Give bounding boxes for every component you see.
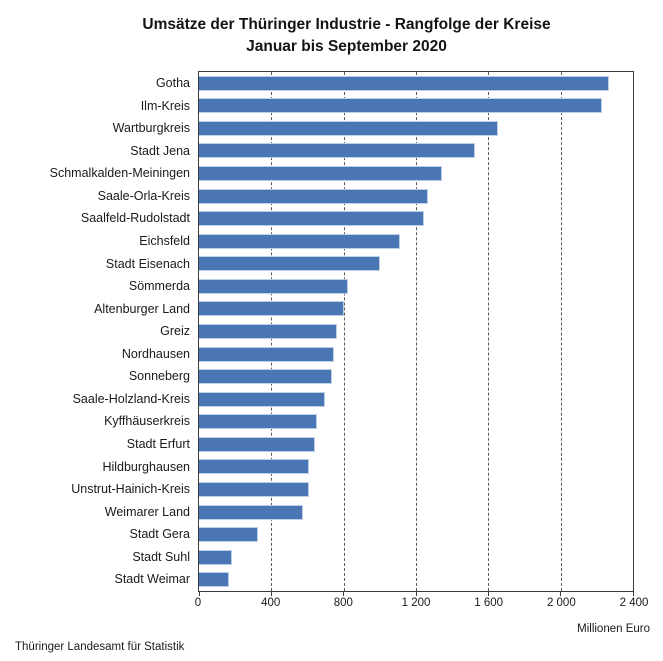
chart-title: Umsätze der Thüringer Industrie - Rangfo… — [142, 16, 551, 33]
category-label: Ilm-Kreis — [140, 98, 190, 113]
category-label: Nordhausen — [121, 346, 190, 361]
x-tick-label: 2 400 — [619, 597, 649, 609]
gridline — [416, 72, 417, 591]
bar-weimarer-land — [199, 504, 304, 520]
chart-title-block: Umsätze der Thüringer Industrie - Rangfo… — [32, 14, 661, 58]
category-label: Eichsfeld — [139, 233, 190, 248]
bar-greiz — [199, 324, 337, 339]
category-label: Greiz — [160, 324, 190, 339]
bar-wartburgkreis — [199, 120, 499, 136]
chart-subtitle: Januar bis September 2020 — [246, 38, 447, 55]
category-label: Altenburger Land — [94, 301, 190, 316]
x-axis-tick-labels: 0 400 800 1 200 1 600 2 000 2 400 — [194, 597, 649, 613]
category-label: Saale-Orla-Kreis — [97, 188, 190, 203]
category-label: Saale-Holzland-Kreis — [72, 391, 190, 406]
bar-gotha — [199, 75, 609, 91]
category-label: Stadt Gera — [129, 527, 190, 542]
gridline — [560, 72, 562, 591]
x-tick-label: 1 200 — [401, 597, 431, 609]
bar-unstrut-hainich-kreis — [199, 481, 309, 497]
category-label: Gotha — [155, 76, 190, 90]
source-note: Thüringer Landesamt für Statistik — [15, 641, 185, 653]
bar-hildburghausen — [199, 459, 310, 475]
bar-ilm-kreis — [199, 98, 603, 114]
gridline — [488, 72, 490, 591]
x-axis-unit: Millionen Euro — [577, 623, 650, 635]
category-label: Stadt Eisenach — [105, 256, 190, 271]
bar-stadt-erfurt — [199, 436, 315, 452]
category-label: Weimarer Land — [104, 504, 190, 519]
bar-saale-orla-kreis — [199, 188, 428, 204]
bar-sonneberg — [199, 369, 332, 385]
bar-stadt-eisenach — [199, 256, 380, 272]
category-label: Sömmerda — [128, 279, 190, 294]
category-label: Stadt Weimar — [114, 572, 191, 587]
bar-stadt-weimar — [199, 572, 229, 588]
category-label: Stadt Erfurt — [126, 437, 190, 452]
category-label: Unstrut-Hainich-Kreis — [71, 482, 190, 497]
axis-tick — [415, 592, 417, 596]
bar-stadt-suhl — [199, 549, 232, 565]
bar-saalfeld-rudolstadt — [199, 211, 425, 227]
bar-s-mmerda — [199, 278, 349, 294]
category-label: Sonneberg — [128, 369, 190, 384]
axis-tick — [632, 592, 634, 596]
x-tick-label: 800 — [333, 597, 353, 609]
category-label: Wartburgkreis — [112, 121, 190, 136]
bar-kyffh-userkreis — [199, 414, 317, 430]
axis-tick — [343, 592, 345, 596]
bar-stadt-gera — [199, 527, 258, 543]
axis-tick — [270, 592, 272, 596]
category-label: Schmalkalden-Meiningen — [49, 166, 190, 181]
category-label: Stadt Jena — [130, 143, 190, 158]
axis-tick — [560, 592, 562, 596]
category-label: Saalfeld-Rudolstadt — [80, 211, 190, 226]
bar-nordhausen — [199, 346, 334, 362]
gridline — [343, 72, 345, 591]
bar-saale-holzland-kreis — [199, 391, 325, 407]
x-tick-label: 400 — [261, 597, 281, 609]
category-axis: Gotha Ilm-Kreis Wartburgkreis Stadt Jena Sch… — [0, 71, 190, 592]
bar-schmalkalden-meiningen — [199, 166, 443, 182]
x-tick-label: 1 600 — [474, 597, 504, 609]
axis-tick — [198, 592, 200, 596]
x-tick-label: 2 000 — [546, 597, 576, 609]
plot-area — [198, 71, 634, 596]
bar-altenburger-land — [199, 301, 344, 317]
category-label: Stadt Suhl — [132, 549, 190, 564]
category-label: Kyffhäuserkreis — [104, 414, 190, 429]
category-label: Hildburghausen — [102, 459, 190, 474]
x-tick-label: 0 — [194, 597, 202, 609]
bar-stadt-jena — [199, 143, 475, 159]
bar-eichsfeld — [199, 233, 400, 249]
axis-tick — [487, 592, 489, 596]
